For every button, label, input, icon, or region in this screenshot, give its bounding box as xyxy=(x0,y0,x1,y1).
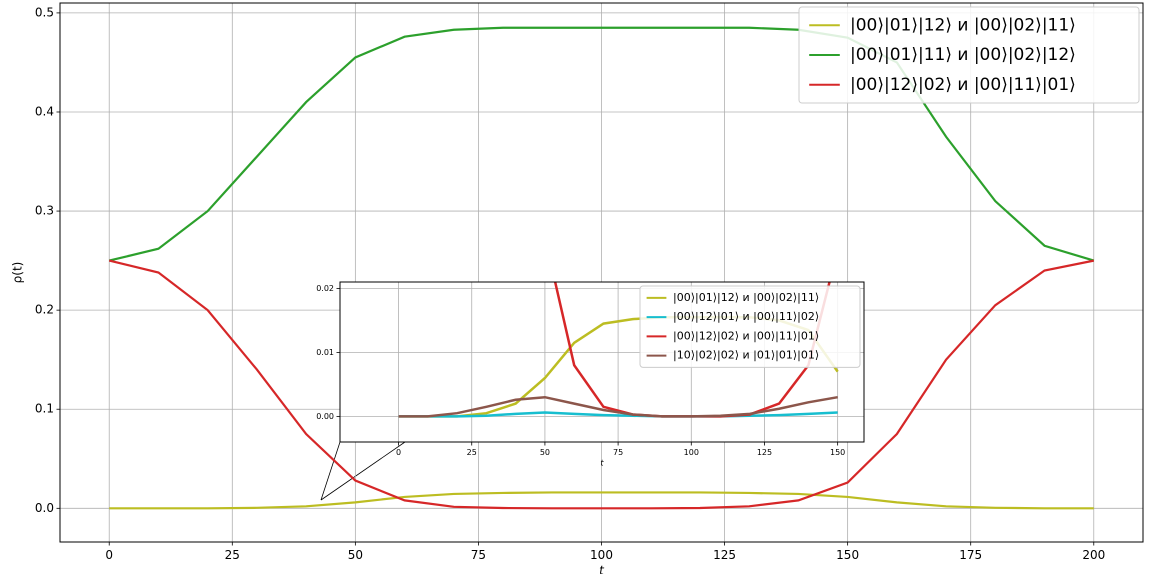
series-line xyxy=(109,491,1094,510)
series-line xyxy=(553,282,831,418)
legend-label: |00⟩|01⟩|11⟩ и |00⟩|02⟩|12⟩ xyxy=(850,45,1076,65)
x-tick-label: 100 xyxy=(590,548,613,562)
y-tick-label: 0.0 xyxy=(35,501,54,515)
x-axis-label: t xyxy=(600,459,604,468)
y-tick-label: 0.1 xyxy=(35,402,54,416)
y-tick-label: 0.4 xyxy=(35,104,54,118)
y-tick-label: 0.2 xyxy=(35,303,54,317)
legend-label: |00⟩|12⟩|01⟩ и |00⟩|11⟩|02⟩ xyxy=(673,310,819,323)
zoom-connector xyxy=(320,441,406,501)
y-tick-label: 0.5 xyxy=(35,5,54,19)
y-tick-label: 0.01 xyxy=(316,348,334,357)
x-tick-label: 150 xyxy=(836,548,859,562)
x-tick-label: 50 xyxy=(348,548,363,562)
y-tick-label: 0.02 xyxy=(316,284,334,293)
x-tick-label: 200 xyxy=(1082,548,1105,562)
legend-box xyxy=(639,285,861,368)
x-tick-label: 0 xyxy=(105,548,113,562)
connector-line xyxy=(320,441,406,501)
series-line xyxy=(108,259,1094,510)
x-tick-label: 150 xyxy=(830,448,845,457)
y-axis-label: ρ(t) xyxy=(11,262,25,284)
legend-label: |10⟩|02⟩|02⟩ и |01⟩|01⟩|01⟩ xyxy=(673,349,819,362)
legend: |00⟩|01⟩|12⟩ и |00⟩|02⟩|11⟩ |00⟩|01⟩|11⟩ … xyxy=(798,6,1140,104)
y-tick-label: 0.00 xyxy=(316,412,334,421)
series-line xyxy=(398,411,838,418)
legend-label: |00⟩|12⟩|02⟩ и |00⟩|11⟩|01⟩ xyxy=(850,75,1076,95)
x-tick-label: 125 xyxy=(713,548,736,562)
plot-lines xyxy=(108,26,1095,510)
main-chart: 0 25 50 75 100 125 150 175 200 0.0 0.1 0.2 0.3 0.4 0.5… xyxy=(11,2,1144,574)
legend-label: |00⟩|01⟩|12⟩ и |00⟩|02⟩|11⟩ xyxy=(673,291,819,304)
legend: |00⟩|01⟩|12⟩ и |00⟩|02⟩|11⟩ |00⟩|12⟩|01⟩ … xyxy=(639,285,861,368)
y-tick-label: 0.3 xyxy=(35,204,54,218)
axes-frame xyxy=(59,2,1144,543)
x-axis-label: t xyxy=(599,564,605,574)
legend-box xyxy=(798,6,1140,104)
x-tick-label: 175 xyxy=(959,548,982,562)
legend-label: |00⟩|01⟩|12⟩ и |00⟩|02⟩|11⟩ xyxy=(850,15,1076,35)
series-line xyxy=(398,395,838,418)
x-tick-label: 75 xyxy=(471,548,486,562)
axes-frame xyxy=(339,281,865,443)
series-line xyxy=(108,26,1095,262)
x-tick-label: 125 xyxy=(757,448,772,457)
x-tick-label: 50 xyxy=(540,448,550,457)
x-tick-label: 100 xyxy=(684,448,699,457)
legend-label: |00⟩|12⟩|02⟩ и |00⟩|11⟩|01⟩ xyxy=(673,329,819,342)
x-tick-label: 25 xyxy=(467,448,477,457)
x-tick-label: 0 xyxy=(396,448,401,457)
inset-chart: 0 25 50 75 100 125 150 0.00 0.01 0.02 t |00⟩|01⟩|12… xyxy=(316,281,865,468)
x-tick-label: 25 xyxy=(225,548,240,562)
connector-line xyxy=(320,441,341,501)
x-tick-label: 75 xyxy=(613,448,623,457)
